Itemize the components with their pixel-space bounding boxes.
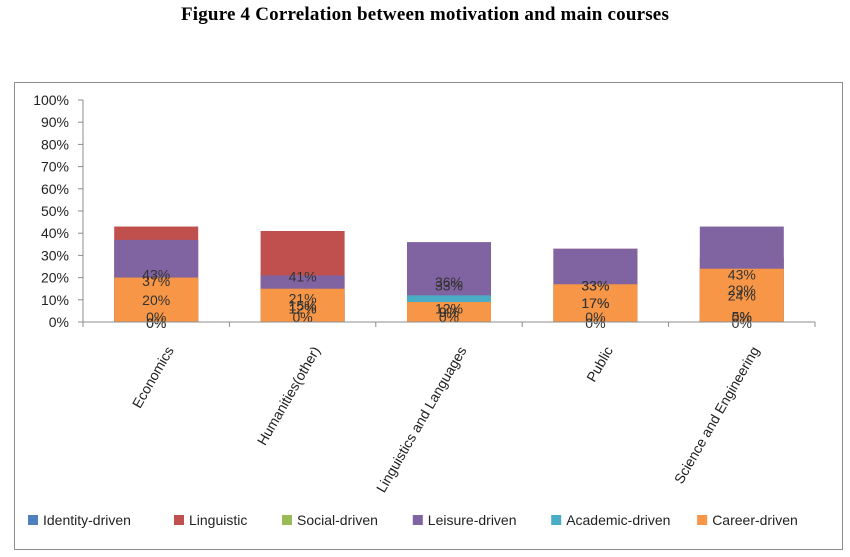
x-axis: Economics Humanities(other) Linguistics an… bbox=[82, 321, 816, 496]
data-label: 24% bbox=[728, 287, 756, 303]
y-tick-label: 90% bbox=[41, 114, 69, 130]
data-label: 17% bbox=[581, 295, 609, 311]
data-label: 36% bbox=[435, 274, 463, 290]
bar-segment bbox=[114, 277, 199, 322]
y-tick-label: 50% bbox=[41, 203, 69, 219]
x-category-label: Linguistics and Languages bbox=[373, 344, 470, 496]
legend-label: Social-driven bbox=[297, 512, 378, 528]
y-axis: 0% 10% 20% 30% 40% 50% 60% 70% 80% 90% 100% bbox=[33, 92, 84, 330]
bar-segment bbox=[699, 268, 784, 322]
y-tick-label: 100% bbox=[33, 92, 69, 108]
data-labels-group: 0%43%0%37%0%20%0%41%12%21%12%15%0%33%9%3… bbox=[142, 266, 756, 331]
legend-swatch bbox=[174, 515, 184, 525]
data-label: 0% bbox=[732, 309, 752, 325]
y-tick-label: 80% bbox=[41, 136, 69, 152]
x-category-label: Public bbox=[583, 344, 616, 385]
data-label: 12% bbox=[289, 301, 317, 317]
data-label: 0% bbox=[439, 309, 459, 325]
bars-group bbox=[114, 226, 784, 322]
chart-frame bbox=[14, 82, 843, 550]
data-label: 33% bbox=[581, 277, 609, 293]
data-label: 0% bbox=[146, 315, 166, 331]
data-label: 43% bbox=[728, 266, 756, 282]
legend-label: Leisure-driven bbox=[428, 512, 517, 528]
y-tick-label: 20% bbox=[41, 270, 69, 286]
legend-label: Identity-driven bbox=[43, 512, 131, 528]
y-tick-label: 10% bbox=[41, 292, 69, 308]
data-label: 20% bbox=[142, 292, 170, 308]
data-label: 0% bbox=[585, 315, 605, 331]
legend-label: Linguistic bbox=[189, 512, 247, 528]
bar-segment bbox=[260, 288, 345, 322]
x-category-label: Science and Engineering bbox=[671, 344, 763, 487]
y-tick-label: 30% bbox=[41, 247, 69, 263]
data-label: 37% bbox=[142, 273, 170, 289]
data-label: 12% bbox=[435, 301, 463, 317]
x-category-label: Economics bbox=[129, 344, 177, 411]
bar-segment bbox=[553, 284, 638, 322]
data-label: 15% bbox=[289, 297, 317, 313]
data-label: 5% bbox=[732, 308, 752, 324]
figure-title: Figure 4 Correlation between motivation … bbox=[180, 4, 670, 25]
data-label: 29% bbox=[728, 282, 756, 298]
data-label: 0% bbox=[292, 309, 312, 325]
data-label: 0% bbox=[585, 309, 605, 325]
data-label: 9% bbox=[439, 304, 459, 320]
data-label: 33% bbox=[435, 277, 463, 293]
data-label: 41% bbox=[289, 268, 317, 284]
data-label: 12% bbox=[289, 301, 317, 317]
legend-label: Career-driven bbox=[712, 512, 798, 528]
y-tick-label: 40% bbox=[41, 225, 69, 241]
legend: Identity-driven Linguistic Social-driven Le… bbox=[28, 512, 798, 528]
data-label: 0% bbox=[146, 315, 166, 331]
y-tick-label: 70% bbox=[41, 159, 69, 175]
data-label: 17% bbox=[581, 295, 609, 311]
bar-segment bbox=[407, 302, 491, 322]
data-label: 9% bbox=[439, 304, 459, 320]
data-label: 33% bbox=[581, 277, 609, 293]
data-label: 21% bbox=[289, 291, 317, 307]
legend-swatch bbox=[282, 515, 292, 525]
legend-label: Academic-driven bbox=[566, 512, 670, 528]
legend-swatch bbox=[412, 515, 423, 525]
y-tick-label: 60% bbox=[41, 181, 69, 197]
data-label: 43% bbox=[142, 266, 170, 282]
legend-swatch bbox=[28, 515, 38, 525]
x-category-label: Humanities(other) bbox=[254, 344, 323, 448]
legend-swatch bbox=[551, 515, 562, 525]
data-label: 0% bbox=[146, 309, 166, 325]
data-label: 0% bbox=[732, 315, 752, 331]
y-tick-label: 0% bbox=[49, 314, 69, 330]
legend-swatch bbox=[697, 515, 708, 525]
